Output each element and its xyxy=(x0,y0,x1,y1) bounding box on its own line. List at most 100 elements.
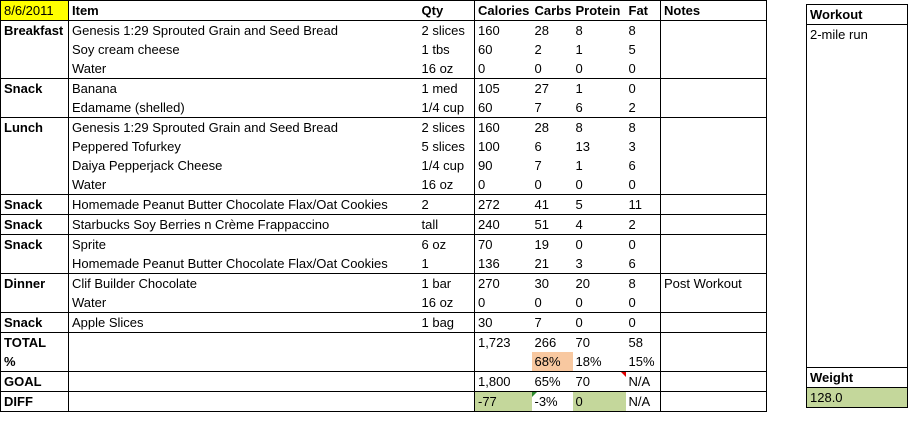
qty-cell[interactable]: 1/4 cup xyxy=(418,156,475,175)
qty-cell[interactable]: 2 slices xyxy=(418,20,475,40)
meal-label[interactable]: Snack xyxy=(0,312,69,333)
percent-fat[interactable]: 15% xyxy=(625,352,661,372)
qty-header[interactable]: Qty xyxy=(418,0,475,21)
meal-label[interactable] xyxy=(0,59,69,79)
weight-value[interactable]: 128.0 xyxy=(806,387,908,408)
protein-cell[interactable]: 0 xyxy=(572,293,626,313)
notes-cell[interactable] xyxy=(660,234,767,254)
protein-cell[interactable]: 8 xyxy=(572,117,626,137)
diff-label[interactable]: DIFF xyxy=(0,391,69,412)
item-cell[interactable]: Clif Builder Chocolate xyxy=(68,273,419,293)
notes-cell[interactable] xyxy=(660,78,767,98)
diff-calories[interactable]: -77 xyxy=(474,391,532,412)
goal-label[interactable]: GOAL xyxy=(0,371,69,392)
fat-cell[interactable]: 11 xyxy=(625,194,661,215)
item-cell[interactable]: Homemade Peanut Butter Chocolate Flax/Oa… xyxy=(68,194,419,215)
item-cell[interactable]: Water xyxy=(68,175,419,195)
protein-cell[interactable]: 5 xyxy=(572,194,626,215)
notes-cell[interactable] xyxy=(660,194,767,215)
workout-header[interactable]: Workout xyxy=(806,4,908,25)
goal-item-cell[interactable] xyxy=(68,371,419,392)
item-cell[interactable]: Water xyxy=(68,59,419,79)
protein-cell[interactable]: 20 xyxy=(572,273,626,293)
carbs-cell[interactable]: 51 xyxy=(531,214,573,235)
meal-label[interactable]: Breakfast xyxy=(0,20,69,40)
carbs-cell[interactable]: 2 xyxy=(534,42,542,57)
carbs-cell[interactable]: 0 xyxy=(531,175,573,195)
protein-cell[interactable]: 13 xyxy=(575,139,590,154)
notes-cell[interactable] xyxy=(660,98,767,118)
total-notes[interactable] xyxy=(660,332,767,352)
carbs-cell[interactable]: 7 xyxy=(534,158,542,173)
qty-cell[interactable]: 1 med xyxy=(418,78,475,98)
fat-cell[interactable]: 8 xyxy=(625,273,661,293)
notes-cell[interactable] xyxy=(660,175,767,195)
item-cell[interactable]: Homemade Peanut Butter Chocolate Flax/Oa… xyxy=(68,254,419,274)
meal-label[interactable] xyxy=(0,98,69,118)
protein-header[interactable]: Protein xyxy=(572,0,626,21)
calories-cell[interactable]: 270 xyxy=(474,273,532,293)
goal-carbs[interactable]: 65% xyxy=(531,371,573,392)
notes-cell[interactable] xyxy=(660,254,767,274)
carbs-cell[interactable]: 7 xyxy=(531,312,573,333)
diff-protein[interactable]: 0 xyxy=(572,391,626,412)
meal-label[interactable]: Snack xyxy=(0,194,69,215)
protein-cell[interactable]: 0 xyxy=(572,312,626,333)
qty-cell[interactable]: 2 slices xyxy=(418,117,475,137)
carbs-cell[interactable]: 28 xyxy=(531,20,573,40)
fat-cell[interactable]: 0 xyxy=(625,312,661,333)
total-carbs[interactable]: 266 xyxy=(531,332,573,352)
goal-fat[interactable]: N/A xyxy=(625,371,661,392)
fat-cell[interactable]: 5 xyxy=(625,40,661,59)
carbs-header[interactable]: Carbs xyxy=(531,0,573,21)
calories-cell[interactable]: 90 xyxy=(478,158,493,173)
workout-value[interactable]: 2-mile run xyxy=(806,24,908,44)
notes-cell[interactable] xyxy=(660,312,767,333)
calories-cell[interactable]: 160 xyxy=(474,20,532,40)
carbs-cell[interactable]: 41 xyxy=(531,194,573,215)
meal-label[interactable] xyxy=(0,156,69,175)
qty-cell[interactable]: 1 tbs xyxy=(418,40,475,59)
diff-fat[interactable]: N/A xyxy=(625,391,661,412)
item-cell[interactable]: Peppered Tofurkey xyxy=(72,139,181,154)
item-cell[interactable]: Water xyxy=(68,293,419,313)
carbs-cell[interactable]: 7 xyxy=(531,98,573,118)
goal-calories[interactable]: 1,800 xyxy=(474,371,532,392)
carbs-cell[interactable]: 0 xyxy=(531,59,573,79)
meal-label[interactable]: Snack xyxy=(0,234,69,254)
calories-cell[interactable]: 105 xyxy=(474,78,532,98)
qty-cell[interactable]: 16 oz xyxy=(418,59,475,79)
meal-label[interactable] xyxy=(0,137,69,156)
total-fat[interactable]: 58 xyxy=(625,332,661,352)
calories-cell[interactable]: 0 xyxy=(474,293,532,313)
protein-cell[interactable]: 6 xyxy=(572,98,626,118)
percent-calories[interactable] xyxy=(474,352,532,372)
qty-cell[interactable]: 6 oz xyxy=(418,234,475,254)
calories-cell[interactable]: 30 xyxy=(474,312,532,333)
notes-cell[interactable] xyxy=(660,293,767,313)
notes-header[interactable]: Notes xyxy=(660,0,767,21)
calories-cell[interactable]: 136 xyxy=(474,254,532,274)
meal-label[interactable] xyxy=(0,175,69,195)
notes-cell[interactable] xyxy=(660,214,767,235)
total-qty-cell[interactable] xyxy=(418,332,475,352)
qty-cell[interactable]: 1/4 cup xyxy=(418,98,475,118)
item-cell[interactable]: Edamame (shelled) xyxy=(68,98,419,118)
total-item-cell[interactable] xyxy=(68,332,419,352)
calories-cell[interactable]: 0 xyxy=(474,59,532,79)
meal-label[interactable]: Dinner xyxy=(0,273,69,293)
percent-carbs[interactable]: 68% xyxy=(531,352,573,372)
diff-qty-cell[interactable] xyxy=(418,391,475,412)
carbs-cell[interactable]: 6 xyxy=(534,139,542,154)
fat-cell[interactable]: 0 xyxy=(625,175,661,195)
percent-label[interactable]: % xyxy=(0,352,69,372)
fat-cell[interactable]: 0 xyxy=(625,293,661,313)
item-header[interactable]: Item xyxy=(68,0,419,21)
percent-qty-cell[interactable] xyxy=(418,352,475,372)
goal-qty-cell[interactable] xyxy=(418,371,475,392)
total-protein[interactable]: 70 xyxy=(572,332,626,352)
total-label[interactable]: TOTAL xyxy=(0,332,69,352)
notes-cell[interactable]: Post Workout xyxy=(660,273,767,293)
protein-cell[interactable]: 3 xyxy=(572,254,626,274)
item-cell[interactable]: Banana xyxy=(68,78,419,98)
